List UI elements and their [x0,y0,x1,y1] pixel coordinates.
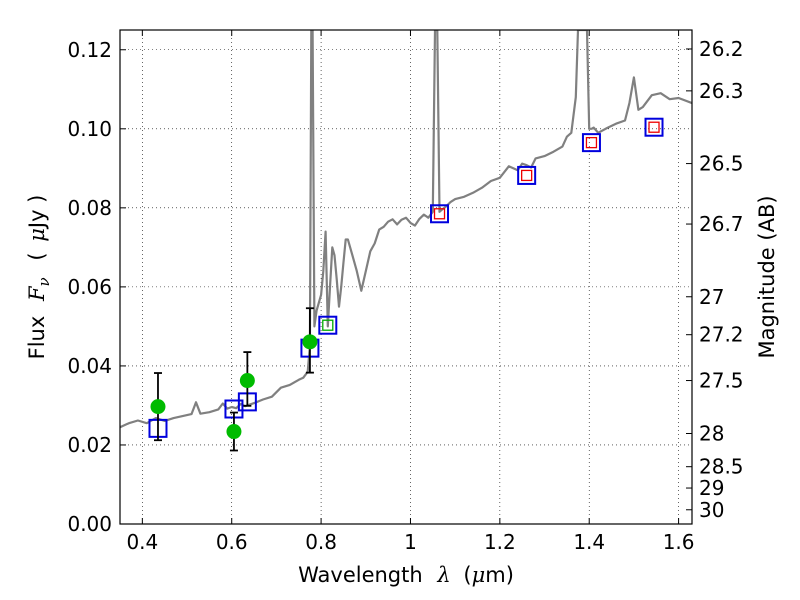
right-tick-label: 27.5 [699,369,744,393]
right-tick-label: 26.5 [699,152,744,176]
model-phot-point [517,165,537,185]
model-phot-point [430,204,450,224]
observed-points-layer [150,307,318,452]
model-phot-inner-square [648,121,660,133]
x-tick-label: 1.4 [573,530,605,554]
model-phot-square [318,315,338,335]
x-axis-title-symbol: λ [436,563,450,587]
observed-marker [302,334,318,350]
x-tick-label: 1.6 [663,530,695,554]
model-phot-inner-square [322,319,334,331]
right-tick-label: 28 [699,421,724,445]
model-phot-point [581,133,601,153]
x-tick-label: 1.2 [484,530,516,554]
right-tick-label: 26.7 [699,212,744,236]
y-tick-label: 0.12 [67,38,112,62]
y-axis-title-unit-open: ( [25,252,49,260]
right-tick-label: 26.3 [699,79,744,103]
x-tick-label: 0.4 [126,530,158,554]
y-axis-title-unit-mu: μ [25,228,49,242]
model-phot-square [581,133,601,153]
x-axis-title-unit-open: ( [463,563,471,587]
x-tick-label: 1 [404,530,417,554]
y-tick-label: 0.08 [67,196,112,220]
x-tick-label: 0.6 [216,530,248,554]
observed-point [302,307,318,374]
right-tick-label: 28.5 [699,455,744,479]
observed-point [150,372,166,442]
right-tick-label: 30 [699,498,724,522]
model-phot-point [644,117,664,137]
model-phot-square [517,165,537,185]
model-spectrum-layer [120,30,692,429]
x-axis-title-unit-mu: μ [472,563,486,587]
right-tick-label: 27 [699,285,724,309]
x-tick-label: 0.8 [305,530,337,554]
y-tick-label: 0.06 [67,275,112,299]
grid [120,30,692,525]
model-phot-square [644,117,664,137]
model-phot-inner-square [521,169,533,182]
y-tick-label: 0.02 [67,433,112,457]
y-axis-title-symbol: F [25,285,49,302]
model-phot-square [430,204,450,224]
right-tick-label: 27.2 [699,323,744,347]
y-axis-title-unit-rest: Jy ) [25,195,49,231]
x-axis-title-text: Wavelength [298,563,423,587]
axis-ticks: 0.4 0.6 0.8 1 1.2 1.4 1.6 0.00 0.02 0.04 0.06 0.08 0… [67,30,744,554]
y-tick-label: 0.00 [67,512,112,536]
x-axis-title-unit-rest: m) [485,563,514,587]
x-axis-title: Wavelength λ (μm) [298,563,514,587]
observed-marker [226,424,242,440]
observed-point [226,411,242,452]
model-photometry-layer [148,117,664,438]
right-tick-label: 29 [699,476,724,500]
right-tick-label: 26.2 [699,37,744,61]
plot-frame [119,29,693,525]
observed-marker [239,373,255,389]
y-axis-title: Flux Fν ( μJy ) [25,195,54,360]
y-axis-title-text: Flux [25,316,49,360]
model-phot-inner-square [433,208,446,220]
model-spectrum-line [120,30,692,429]
observed-marker [150,399,166,415]
y-axis-title-subscript: ν [35,277,53,286]
right-axis-title: Magnitude (AB) [755,195,779,358]
y-tick-label: 0.04 [67,354,112,378]
model-phot-point [318,315,338,335]
observed-point [239,351,255,407]
y-tick-label: 0.10 [67,117,112,141]
model-phot-inner-square [585,136,598,149]
